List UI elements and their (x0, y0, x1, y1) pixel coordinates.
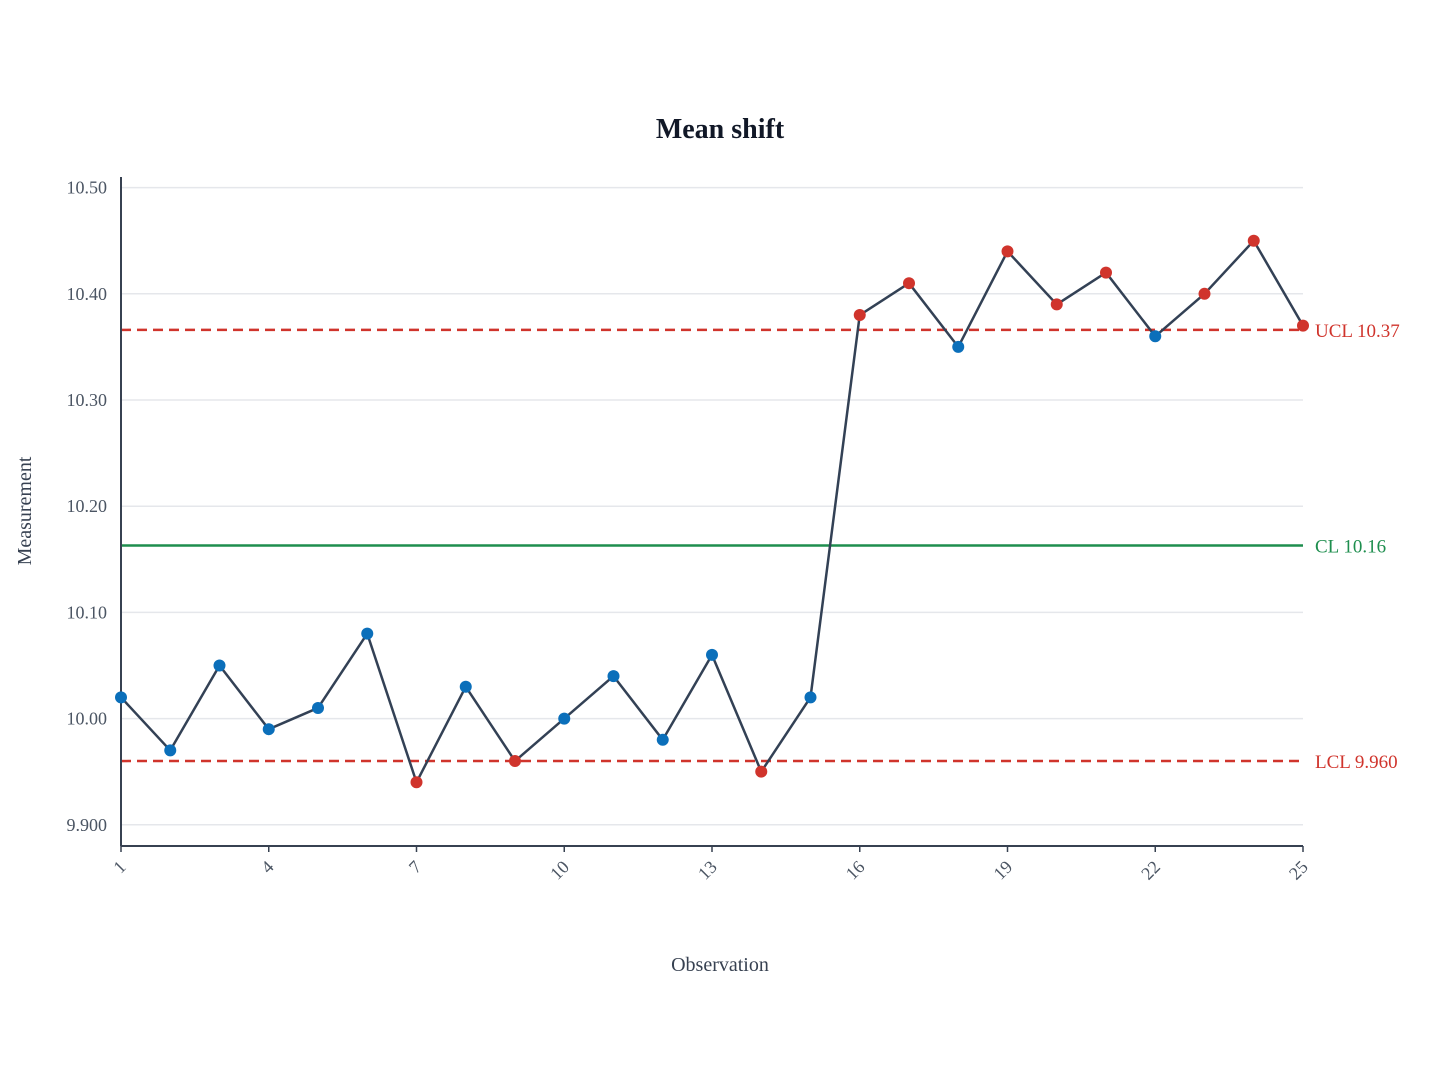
y-tick-label: 10.50 (67, 178, 108, 198)
x-axis-title: Observation (671, 954, 769, 976)
data-point-out-of-control (1050, 298, 1063, 311)
x-tick-label: 4 (257, 857, 278, 878)
y-tick-label: 10.00 (67, 709, 108, 729)
data-point (607, 670, 620, 683)
series-line (120, 239, 1305, 784)
x-tick-label: 16 (842, 857, 869, 884)
x-tick-label: 7 (405, 857, 426, 878)
y-tick-label: 10.30 (67, 390, 108, 410)
x-tick-label: 13 (694, 857, 721, 884)
data-point-out-of-control (853, 309, 866, 322)
y-tick-label: 10.10 (67, 602, 108, 622)
lcl-label: LCL 9.960 (1315, 752, 1398, 773)
data-point-out-of-control (1297, 319, 1309, 332)
grid-layer (121, 186, 1303, 826)
data-point (558, 712, 571, 725)
data-point (706, 648, 718, 661)
x-tick-label: 22 (1137, 857, 1164, 884)
data-point (656, 733, 669, 746)
data-point (115, 691, 127, 704)
data-point (459, 680, 472, 693)
data-point (262, 723, 275, 736)
data-point-out-of-control (755, 765, 768, 778)
y-axis-title: Measurement (14, 456, 36, 565)
axis-layer: 9.900 10.00 10.10 10.20 10.30 10.40 10.50 1 4 7 10… (67, 177, 1312, 884)
y-tick-label: 9.900 (67, 815, 108, 835)
x-tick-label: 1 (109, 857, 130, 878)
x-tick-label: 10 (546, 857, 573, 884)
ucl-label: UCL 10.37 (1315, 321, 1400, 342)
data-point-out-of-control (1100, 266, 1112, 279)
data-point-out-of-control (1247, 234, 1260, 247)
data-point-out-of-control (1001, 245, 1014, 258)
data-point (952, 340, 965, 353)
cl-label: CL 10.16 (1315, 536, 1386, 557)
data-point (1149, 330, 1162, 343)
data-point-out-of-control (903, 277, 915, 290)
data-point (804, 691, 817, 704)
data-point-out-of-control (410, 776, 423, 789)
series-layer (115, 234, 1309, 789)
control-limit-layer: UCL 10.37 CL 10.16 LCL 9.960 (121, 321, 1400, 773)
y-tick-label: 10.40 (67, 284, 108, 304)
x-tick-label: 19 (989, 857, 1016, 884)
data-point (164, 744, 177, 757)
data-point (361, 627, 374, 640)
chart-title: Mean shift (656, 114, 785, 145)
data-point-out-of-control (509, 755, 521, 768)
x-tick-label: 25 (1285, 857, 1312, 884)
data-point-out-of-control (1198, 287, 1211, 300)
data-point (213, 659, 226, 672)
data-point (312, 701, 324, 714)
y-tick-label: 10.20 (67, 496, 108, 516)
